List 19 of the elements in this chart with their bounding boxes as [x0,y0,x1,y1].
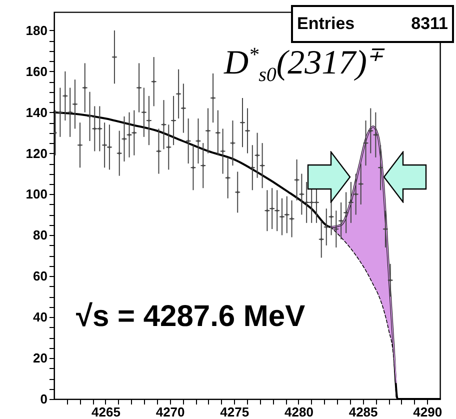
y-tick-label: 140 [26,104,48,120]
y-tick-label: 20 [33,350,48,366]
y-tick-label: 100 [26,186,48,202]
y-tick-label: 40 [33,310,48,325]
x-tick-label: 4285 [348,404,378,419]
x-tick-label: 4270 [156,404,185,419]
x-tick-label: 4280 [284,404,314,419]
text: Entries 8311 [297,14,448,33]
annotation: √s = 4287.6 MeV [76,300,306,334]
y-tick-label: 120 [26,146,48,161]
x-tick-label: 4290 [413,404,442,419]
x-tick-label: 4265 [92,404,120,419]
y-tick-label: 180 [26,22,48,38]
y-tick-label: 80 [33,228,48,243]
y-tick-label: 160 [26,64,48,79]
annotation: D$^{*}$$_{s0}$(2317)$^{∓}$ [224,43,384,88]
x-tick-label: 4275 [220,404,250,419]
y-tick-label: 60 [33,268,48,284]
y-tick-label: 0 [40,392,48,406]
